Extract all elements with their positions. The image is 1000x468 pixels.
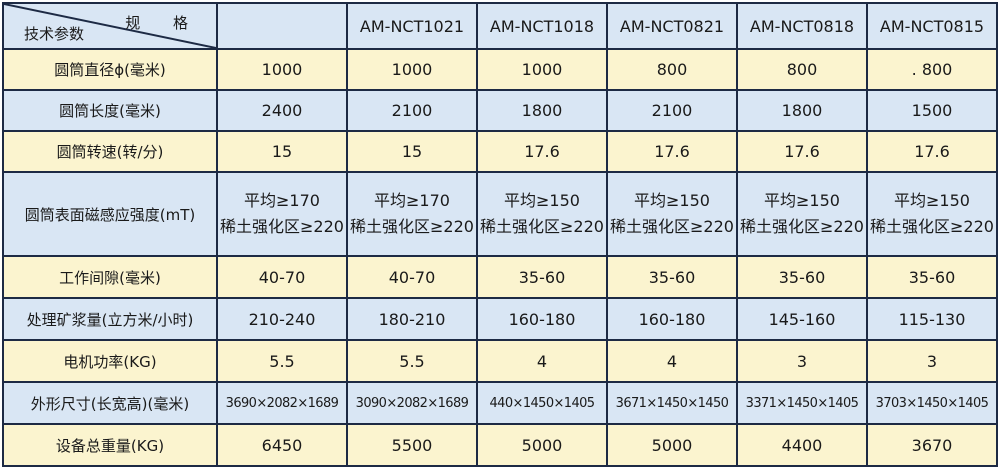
value-line: 平均≥150	[894, 191, 970, 210]
model-header: AM-NCT0821	[606, 2, 738, 50]
value-cell: 3	[866, 339, 998, 383]
value-cell: 17.6	[606, 130, 738, 173]
value-cell: 17.6	[736, 130, 868, 173]
value-line: 平均≥170	[244, 191, 320, 210]
table-row: 圆筒表面磁感应强度(mT) 平均≥170 稀土强化区≥220 平均≥170 稀土强化区≥…	[2, 171, 998, 257]
value-cell: 5.5	[346, 339, 478, 383]
value-cell: 5.5	[216, 339, 348, 383]
value-cell: 3090×2082×1689	[346, 381, 478, 425]
value-cell: . 800	[866, 48, 998, 91]
value-cell: 35-60	[476, 255, 608, 299]
model-header: AM-NCT1018	[476, 2, 608, 50]
param-name: 处理矿浆量(立方米/小时)	[2, 297, 218, 341]
value-cell: 145-160	[736, 297, 868, 341]
value-cell: 平均≥170 稀土强化区≥220	[216, 171, 348, 257]
value-cell: 1500	[866, 89, 998, 132]
value-cell: 800	[606, 48, 738, 91]
value-cell: 4	[606, 339, 738, 383]
value-cell: 800	[736, 48, 868, 91]
value-cell: 3690×2082×1689	[216, 381, 348, 425]
value-line: 平均≥150	[764, 191, 840, 210]
value-cell: 2100	[606, 89, 738, 132]
table-row: 电机功率(KG) 5.5 5.5 4 4 3 3	[2, 339, 998, 383]
value-cell: 3703×1450×1405	[866, 381, 998, 425]
value-cell: 6450	[216, 423, 348, 467]
table-row: 圆筒长度(毫米) 2400 2100 1800 2100 1800 1500	[2, 89, 998, 132]
value-cell: 210-240	[216, 297, 348, 341]
value-cell: 平均≥150 稀土强化区≥220	[866, 171, 998, 257]
value-line: 稀土强化区≥220	[740, 217, 864, 236]
value-cell: 35-60	[736, 255, 868, 299]
value-cell: 平均≥150 稀土强化区≥220	[606, 171, 738, 257]
model-header: AM-NCT1021	[346, 2, 478, 50]
param-name: 工作间隙(毫米)	[2, 255, 218, 299]
diagonal-header-cell: 规 格技术参数	[2, 2, 218, 50]
value-cell: 1800	[476, 89, 608, 132]
value-cell: 1000	[476, 48, 608, 91]
value-cell: 平均≥150 稀土强化区≥220	[476, 171, 608, 257]
value-line: 平均≥150	[634, 191, 710, 210]
value-cell: 2100	[346, 89, 478, 132]
value-line: 平均≥170	[374, 191, 450, 210]
value-line: 稀土强化区≥220	[610, 217, 734, 236]
value-line: 稀土强化区≥220	[870, 217, 994, 236]
value-line: 稀土强化区≥220	[350, 217, 474, 236]
value-cell: 17.6	[866, 130, 998, 173]
value-cell: 115-130	[866, 297, 998, 341]
table-row: 工作间隙(毫米) 40-70 40-70 35-60 35-60 35-60 35-60	[2, 255, 998, 299]
table-row: 处理矿浆量(立方米/小时) 210-240 180-210 160-180 160-18…	[2, 297, 998, 341]
value-cell: 平均≥170 稀土强化区≥220	[346, 171, 478, 257]
header-row: 规 格技术参数 AM-NCT1021 AM-NCT1018 AM-NCT0821 AM-…	[2, 2, 998, 50]
param-name: 圆筒长度(毫米)	[2, 89, 218, 132]
value-line: 平均≥150	[504, 191, 580, 210]
value-cell: 15	[346, 130, 478, 173]
value-cell: 2400	[216, 89, 348, 132]
param-name: 设备总重量(KG)	[2, 423, 218, 467]
param-name: 圆筒直径ϕ(毫米)	[2, 48, 218, 91]
spec-label: 规 格	[125, 14, 202, 32]
value-cell: 5500	[346, 423, 478, 467]
value-cell: 35-60	[606, 255, 738, 299]
value-cell: 3	[736, 339, 868, 383]
value-cell: 1000	[216, 48, 348, 91]
param-name: 外形尺寸(长宽高)(毫米)	[2, 381, 218, 425]
param-label: 技术参数	[24, 25, 85, 43]
value-cell: 40-70	[346, 255, 478, 299]
value-cell: 180-210	[346, 297, 478, 341]
value-cell: 4	[476, 339, 608, 383]
model-header: AM-NCT0818	[736, 2, 868, 50]
param-name: 圆筒表面磁感应强度(mT)	[2, 171, 218, 257]
value-line: 稀土强化区≥220	[480, 217, 604, 236]
value-cell: 5000	[606, 423, 738, 467]
value-cell: 3371×1450×1405	[736, 381, 868, 425]
value-cell: 1000	[346, 48, 478, 91]
table-row: 圆筒直径ϕ(毫米) 1000 1000 1000 800 800. 800	[2, 48, 998, 91]
param-name: 圆筒转速(转/分)	[2, 130, 218, 173]
value-cell: 3670	[866, 423, 998, 467]
table-row: 设备总重量(KG) 6450 5500 5000 5000 4400 3670	[2, 423, 998, 467]
value-cell: 3671×1450×1450	[606, 381, 738, 425]
table-row: 外形尺寸(长宽高)(毫米) 3690×2082×1689 3090×2082×168…	[2, 381, 998, 425]
value-cell: 160-180	[606, 297, 738, 341]
value-cell: 440×1450×1405	[476, 381, 608, 425]
value-cell: 5000	[476, 423, 608, 467]
model-header	[216, 2, 348, 50]
model-header: AM-NCT0815	[866, 2, 998, 50]
value-line: 稀土强化区≥220	[220, 217, 344, 236]
param-name: 电机功率(KG)	[2, 339, 218, 383]
value-cell: 平均≥150 稀土强化区≥220	[736, 171, 868, 257]
value-cell: 160-180	[476, 297, 608, 341]
value-cell: 40-70	[216, 255, 348, 299]
table-row: 圆筒转速(转/分) 15 15 17.6 17.6 17.6 17.6	[2, 130, 998, 173]
value-cell: 4400	[736, 423, 868, 467]
value-cell: 35-60	[866, 255, 998, 299]
value-cell: 15	[216, 130, 348, 173]
value-cell: 1800	[736, 89, 868, 132]
value-cell: 17.6	[476, 130, 608, 173]
